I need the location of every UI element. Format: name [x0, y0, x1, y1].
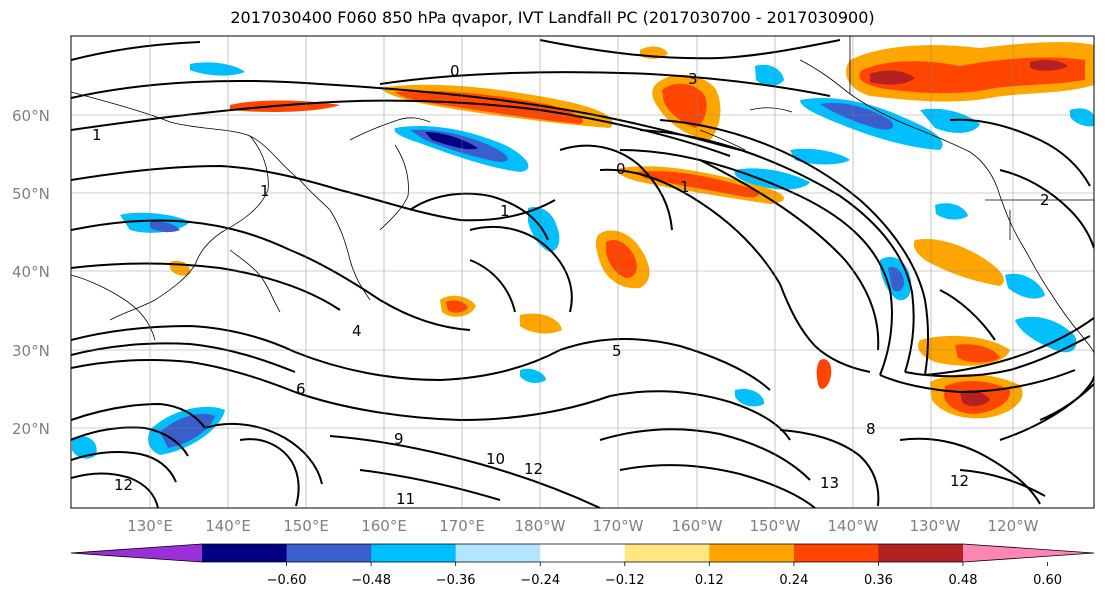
- contour-label: 12: [524, 460, 543, 478]
- colorbar-bin: [286, 544, 372, 562]
- colorbar-extend-high: [963, 544, 1094, 562]
- lon-label: 150°W: [750, 517, 801, 535]
- lon-label: 140°E: [205, 517, 251, 535]
- contour-label: 1: [260, 182, 270, 200]
- contour-label: 1: [92, 126, 102, 144]
- lat-label: 30°N: [12, 342, 50, 360]
- lon-label: 150°E: [283, 517, 329, 535]
- colorbar-bin: [878, 544, 964, 562]
- contour-label: 8: [866, 420, 876, 438]
- contour-labels: 0 0 1 1 1 1 2 3 4 5 6 8 9 10 12 12 11 12…: [92, 62, 1050, 508]
- contour-label: 1: [680, 178, 690, 196]
- lon-label: 130°W: [910, 517, 961, 535]
- lon-label: 130°E: [127, 517, 173, 535]
- colorbar-tick-label: −0.48: [351, 573, 391, 588]
- colorbar: −0.60 −0.48 −0.36 −0.24 −0.12 0.12 0.24 0.36 0.4…: [70, 543, 1095, 588]
- colorbar-tick-label: −0.12: [605, 573, 645, 588]
- colorbar-tick-label: −0.60: [267, 573, 307, 588]
- lat-label: 20°N: [12, 420, 50, 438]
- contour-label: 11: [396, 490, 415, 508]
- colorbar-bin: [540, 544, 626, 562]
- colorbar-bin: [793, 544, 879, 562]
- colorbar-tick-label: −0.36: [436, 573, 476, 588]
- longitude-labels: 130°E 140°E 150°E 160°E 170°E 180°W 170°…: [127, 517, 1038, 535]
- colorbar-tick-label: 0.36: [864, 573, 893, 588]
- colorbar-bin: [709, 544, 795, 562]
- latitude-labels: 60°N 50°N 40°N 30°N 20°N: [12, 107, 50, 438]
- colorbar-tick-label: 0.12: [695, 573, 724, 588]
- contour-label: 0: [616, 160, 626, 178]
- colorbar-bin: [202, 544, 288, 562]
- lat-label: 60°N: [12, 107, 50, 125]
- map-title: 2017030400 F060 850 hPa qvapor, IVT Land…: [230, 8, 875, 27]
- graticule: [71, 36, 1094, 508]
- lon-label: 180°W: [515, 517, 566, 535]
- colorbar-tick-label: 0.48: [949, 573, 978, 588]
- lon-label: 170°W: [593, 517, 644, 535]
- lat-label: 50°N: [12, 185, 50, 203]
- lon-label: 170°E: [439, 517, 485, 535]
- contour-label: 6: [296, 380, 306, 398]
- colorbar-tick-label: 0.60: [1033, 573, 1062, 588]
- contour-label: 4: [352, 322, 362, 340]
- contour-label: 12: [950, 472, 969, 490]
- ivt-contours: [71, 39, 1094, 508]
- coastlines: [71, 36, 1094, 355]
- colorbar-bin: [624, 544, 710, 562]
- contour-label: 13: [820, 474, 839, 492]
- anomaly-shading: [72, 42, 1094, 459]
- contour-label: 9: [394, 430, 404, 448]
- contour-label: 0: [450, 62, 460, 80]
- contour-label: 3: [688, 70, 698, 88]
- colorbar-bin: [455, 544, 541, 562]
- lat-label: 40°N: [12, 263, 50, 281]
- lon-label: 140°W: [828, 517, 879, 535]
- lon-label: 160°W: [672, 517, 723, 535]
- colorbar-bin: [371, 544, 457, 562]
- contour-label: 2: [1040, 191, 1050, 209]
- lon-label: 160°E: [361, 517, 407, 535]
- colorbar-tick-label: −0.24: [520, 573, 560, 588]
- contour-label: 10: [486, 450, 505, 468]
- colorbar-extend-low: [71, 544, 202, 562]
- contour-label: 5: [612, 342, 622, 360]
- colorbar-tick-label: 0.24: [779, 573, 808, 588]
- lon-label: 120°W: [988, 517, 1039, 535]
- contour-label: 12: [114, 476, 133, 494]
- contour-label: 1: [500, 202, 510, 220]
